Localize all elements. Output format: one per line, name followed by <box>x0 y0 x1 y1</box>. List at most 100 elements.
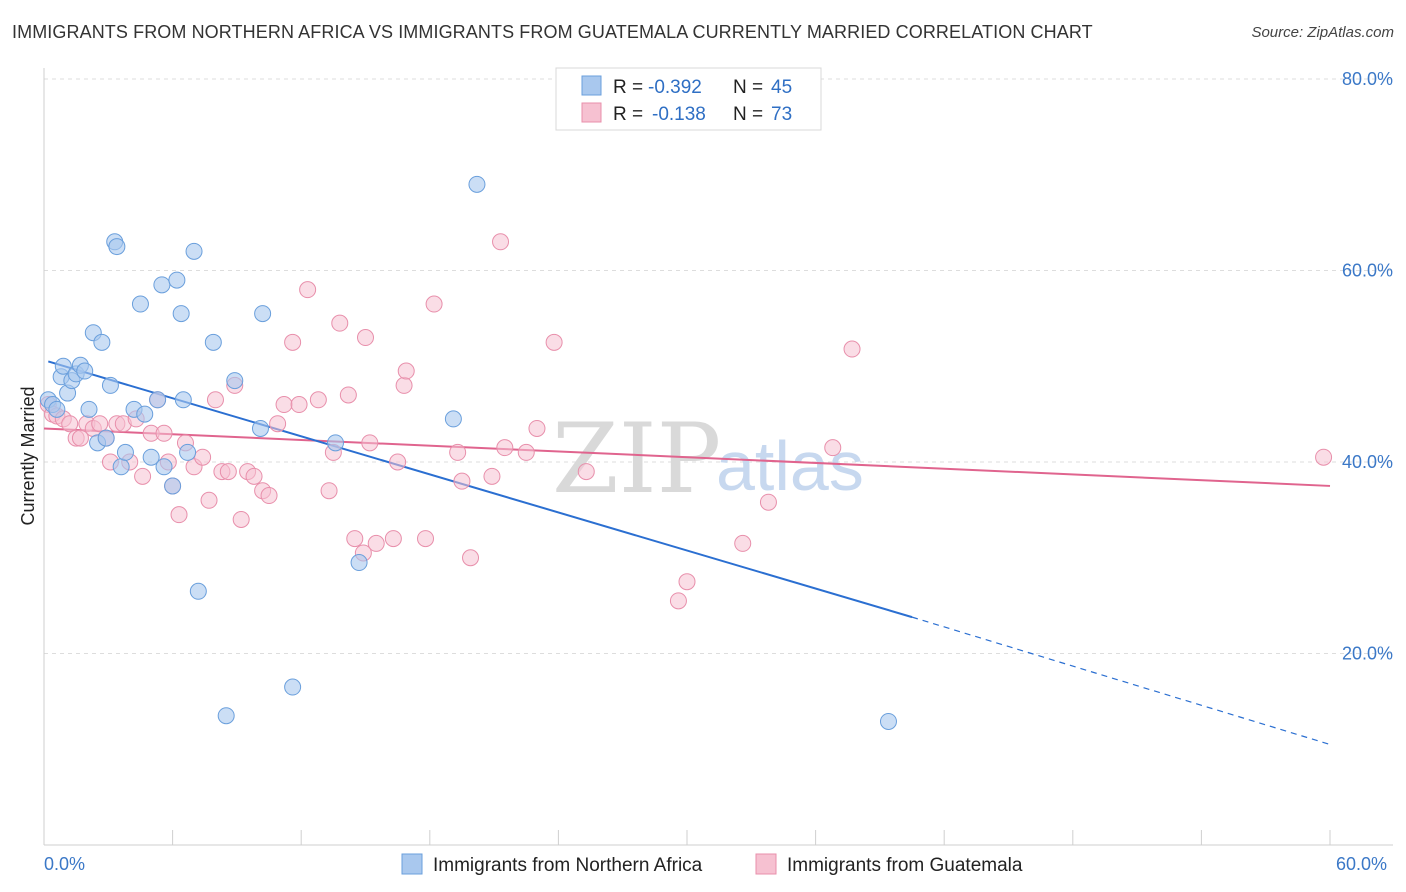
point-guatemala-31 <box>232 510 250 528</box>
y-tick-labels: 20.0% 40.0% 60.0% 80.0% <box>1342 69 1393 664</box>
legend-n-label-2: N = <box>733 104 763 125</box>
point-guatemala-56 <box>425 295 443 313</box>
point-guatemala-9 <box>91 415 109 433</box>
point-northern-africa-13 <box>93 333 111 351</box>
legend-r-value-1: -0.392 <box>648 77 702 98</box>
watermark-zip: ZIP <box>552 403 721 515</box>
point-guatemala-64 <box>528 419 546 437</box>
legend-n-value-2: 73 <box>771 104 792 125</box>
point-guatemala-71 <box>824 439 842 457</box>
point-northern-africa-32 <box>185 242 203 260</box>
point-northern-africa-41 <box>350 554 368 572</box>
series-northern-africa-points <box>39 175 897 730</box>
point-guatemala-49 <box>361 434 379 452</box>
point-guatemala-59 <box>462 549 480 567</box>
legend-n-value-1: 45 <box>771 77 792 98</box>
point-guatemala-54 <box>397 362 415 380</box>
point-guatemala-36 <box>269 415 287 433</box>
point-northern-africa-2 <box>48 400 66 418</box>
point-northern-africa-37 <box>251 419 269 437</box>
point-northern-africa-25 <box>155 458 173 476</box>
point-guatemala-45 <box>339 386 357 404</box>
point-northern-africa-26 <box>153 276 171 294</box>
y-tick-label-60: 60.0% <box>1342 261 1393 281</box>
point-northern-africa-44 <box>879 712 897 730</box>
point-northern-africa-24 <box>149 391 167 409</box>
point-northern-africa-28 <box>168 271 186 289</box>
point-northern-africa-40 <box>326 434 344 452</box>
y-tick-label-20: 20.0% <box>1342 644 1393 664</box>
point-northern-africa-34 <box>204 333 222 351</box>
point-guatemala-38 <box>284 333 302 351</box>
bottom-legend-label-northern-africa: Immigrants from Northern Africa <box>433 855 703 876</box>
point-guatemala-52 <box>389 453 407 471</box>
trend-line-guatemala <box>43 427 1331 487</box>
point-northern-africa-14 <box>97 429 115 447</box>
point-guatemala-69 <box>734 534 752 552</box>
bottom-legend-swatch-blue <box>401 853 423 875</box>
legend-swatch-blue <box>581 75 602 96</box>
point-guatemala-66 <box>577 463 595 481</box>
point-guatemala-65 <box>545 333 563 351</box>
trend-line-northern-africa <box>48 360 913 619</box>
point-guatemala-63 <box>517 443 535 461</box>
point-northern-africa-43 <box>468 175 486 193</box>
point-northern-africa-22 <box>136 405 154 423</box>
x-tick-label-min: 0.0% <box>44 854 85 874</box>
point-guatemala-68 <box>678 573 696 591</box>
point-northern-africa-15 <box>101 376 119 394</box>
point-guatemala-70 <box>759 493 777 511</box>
point-guatemala-57 <box>449 443 467 461</box>
point-guatemala-39 <box>290 396 308 414</box>
bottom-legend-label-guatemala: Immigrants from Guatemala <box>787 855 1023 876</box>
point-northern-africa-33 <box>189 582 207 600</box>
point-guatemala-16 <box>134 467 152 485</box>
point-guatemala-19 <box>155 424 173 442</box>
point-guatemala-29 <box>219 463 237 481</box>
point-guatemala-60 <box>483 467 501 485</box>
legend-n-label-1: N = <box>733 77 763 98</box>
trend-line-northern-africa-extension <box>911 616 1331 746</box>
y-tick-label-40: 40.0% <box>1342 452 1393 472</box>
watermark-atlas: atlas <box>716 427 864 505</box>
point-guatemala-27 <box>206 391 224 409</box>
point-guatemala-42 <box>320 482 338 500</box>
point-guatemala-53 <box>395 376 413 394</box>
point-northern-africa-35 <box>217 707 235 725</box>
point-guatemala-48 <box>357 329 374 347</box>
point-guatemala-22 <box>170 506 188 524</box>
legend-r-label-1: R = <box>613 77 643 98</box>
point-northern-africa-29 <box>172 305 190 323</box>
x-ticks <box>43 830 1331 845</box>
point-northern-africa-4 <box>54 357 72 375</box>
point-guatemala-72 <box>843 340 861 358</box>
point-northern-africa-39 <box>284 678 302 696</box>
point-northern-africa-23 <box>142 448 160 466</box>
point-northern-africa-19 <box>116 443 134 461</box>
point-guatemala-50 <box>367 534 385 552</box>
x-tick-label-max: 60.0% <box>1336 854 1387 874</box>
point-guatemala-73 <box>1315 448 1333 466</box>
point-guatemala-55 <box>417 530 435 548</box>
point-guatemala-44 <box>331 314 349 332</box>
point-guatemala-62 <box>496 439 514 457</box>
bottom-legend-swatch-pink <box>755 853 777 875</box>
point-guatemala-6 <box>71 429 89 447</box>
chart-title: IMMIGRANTS FROM NORTHERN AFRICA VS IMMIG… <box>12 22 1093 42</box>
y-axis-label: Currently Married <box>18 386 38 525</box>
trend-lines <box>43 360 1331 746</box>
source-label: Source: ZipAtlas.com <box>1251 24 1394 41</box>
point-guatemala-67 <box>669 592 687 610</box>
gridlines <box>44 78 1393 654</box>
point-northern-africa-17 <box>108 238 126 256</box>
point-guatemala-26 <box>200 491 218 509</box>
bottom-legend: Immigrants from Northern Africa Immigran… <box>401 853 1023 876</box>
point-guatemala-51 <box>384 530 402 548</box>
axes <box>43 68 1393 846</box>
point-guatemala-4 <box>61 415 79 433</box>
point-northern-africa-9 <box>76 362 94 380</box>
point-northern-africa-38 <box>254 305 272 323</box>
point-guatemala-25 <box>194 448 212 466</box>
point-guatemala-35 <box>260 487 278 505</box>
legend-swatch-pink <box>581 102 602 123</box>
